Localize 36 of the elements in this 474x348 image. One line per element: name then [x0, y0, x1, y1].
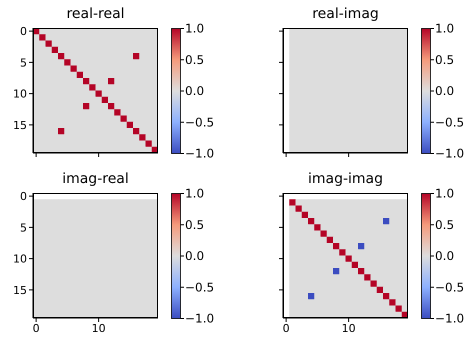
- color-bar-label: −1.0: [185, 312, 214, 326]
- color-bar-label: −0.5: [185, 115, 214, 130]
- color-bar-label: −1.0: [435, 312, 464, 326]
- y-tick-label: 5: [20, 56, 27, 70]
- y-tick-label: 5: [20, 221, 27, 234]
- color-bar-label: 0.5: [185, 218, 204, 232]
- chart-title: real-imag: [311, 6, 380, 22]
- color-bar-label: −0.5: [185, 280, 214, 294]
- x-tick-label: 10: [342, 322, 356, 335]
- color-bar-label: −0.5: [435, 115, 464, 130]
- color-bar-label: 1.0: [185, 186, 204, 201]
- y-tick-label: 0: [20, 25, 27, 38]
- color-bar-label: 0.5: [435, 52, 454, 67]
- color-bar-label: 1.0: [435, 186, 454, 201]
- color-bar-label: 1.0: [435, 22, 454, 36]
- chart-title: imag-imag: [306, 171, 384, 187]
- color-bar-label: 0.0: [185, 84, 204, 98]
- x-tick-label: 0: [282, 322, 290, 335]
- color-bar-label: 0.0: [435, 249, 454, 264]
- color-bar-label: −1.0: [185, 146, 214, 161]
- color-bar-label: −1.0: [435, 146, 464, 161]
- color-bar-label: 0.0: [185, 249, 204, 264]
- chart-title: real-real: [65, 6, 126, 22]
- color-bar-label: −0.5: [435, 280, 464, 294]
- color-bar-label: 0.0: [435, 84, 454, 98]
- y-tick-label: 10: [13, 252, 27, 266]
- y-tick-label: 10: [13, 88, 27, 101]
- color-bar-label: 0.5: [435, 218, 454, 232]
- color-bar-label: 0.5: [185, 52, 204, 67]
- y-tick-label: 15: [13, 118, 27, 132]
- color-bar-label: 1.0: [185, 22, 204, 36]
- x-tick-label: 10: [92, 322, 106, 335]
- y-tick-label: 15: [13, 284, 27, 297]
- chart-title: imag-real: [61, 171, 130, 187]
- x-tick-label: 0: [32, 322, 40, 335]
- y-tick-label: 0: [20, 190, 27, 204]
